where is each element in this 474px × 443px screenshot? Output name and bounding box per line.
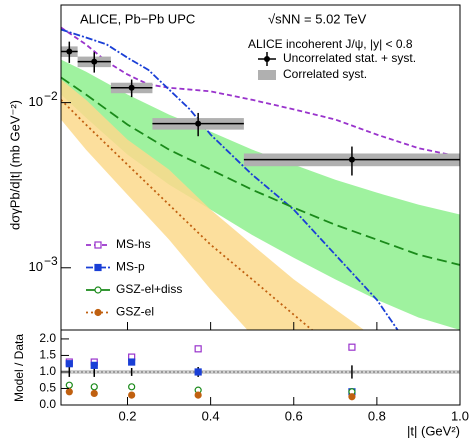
data-point [66, 48, 73, 55]
x-tick-label: 1.0 [451, 408, 469, 423]
model-line [61, 28, 399, 330]
model-band [61, 79, 365, 330]
ratio-marker [348, 343, 356, 351]
ratio-marker [128, 358, 136, 366]
legend-label: MS-p [116, 260, 145, 274]
ratio-marker [65, 388, 73, 396]
main: 0.2 0.4 0.6 0.8 1.010 −210 −30.00.51.01.52.0MS… [29, 4, 469, 423]
data-point [348, 156, 355, 163]
data-point [195, 120, 202, 127]
ratio-frame [60, 329, 461, 406]
ratio-marker [194, 391, 202, 399]
ratio-marker [348, 393, 356, 401]
legend-title: ALICE incoherent J/ψ, |y| < 0.8 [248, 37, 413, 51]
ratio-marker [194, 368, 202, 376]
legend-label: GSZ-el [116, 305, 154, 319]
model-line [61, 26, 460, 158]
legend-marker [94, 308, 102, 317]
ratio-marker [128, 391, 136, 399]
ratio-syst-band [61, 369, 460, 374]
data-point [91, 58, 98, 65]
y-tick-exponent: −3 [44, 254, 58, 268]
ratio-y-tick-label: 1.5 [39, 348, 56, 362]
curves [61, 26, 460, 330]
ratio-marker [90, 389, 98, 398]
x-tick-label: 0.2 [118, 408, 136, 423]
legend-marker [258, 70, 276, 80]
legend-label: Correlated syst. [283, 67, 367, 81]
y-axis-label: dσγPb/d|t| (mb GeV⁻²) [7, 100, 22, 230]
ratio-y-tick-label: 0.5 [39, 381, 56, 395]
ratio-y-label: Model / Data [12, 334, 26, 402]
legend-marker [94, 241, 102, 249]
ratio-marker [65, 381, 73, 389]
chart-subtitle: √sNN = 5.02 TeV [268, 11, 367, 26]
ratio-marker [128, 383, 136, 391]
ratio-marker [90, 383, 98, 391]
y-tick-label: 10 [29, 259, 43, 274]
model-line [61, 76, 460, 266]
ratio-marker [65, 360, 73, 368]
ratio-marker [90, 361, 98, 369]
ratio-y-tick-label: 2.0 [39, 331, 56, 345]
legend-label: GSZ-el+diss [116, 282, 182, 296]
legend-label: MS-hs [116, 237, 151, 251]
ratio-y-tick-label: 0.0 [39, 397, 56, 411]
legend-marker [264, 56, 270, 62]
bands [61, 59, 460, 330]
data-point [128, 84, 135, 91]
legend-marker [94, 286, 102, 294]
legend-marker [94, 263, 102, 272]
x-tick-label: 0.4 [202, 408, 220, 423]
legend-label: Uncorrelated stat. + syst. [283, 51, 416, 65]
chart-title: ALICE, Pb−Pb UPC [80, 11, 195, 26]
x-tick-label: 0.6 [285, 408, 303, 423]
y-tick-label: 10 [29, 94, 43, 109]
y-tick-exponent: −2 [44, 89, 58, 103]
x-axis-label: |t| (GeV²) [407, 423, 460, 438]
ratio-y-tick-label: 1.0 [39, 364, 56, 378]
ratio-marker [194, 345, 202, 353]
x-tick-label: 0.8 [368, 408, 386, 423]
